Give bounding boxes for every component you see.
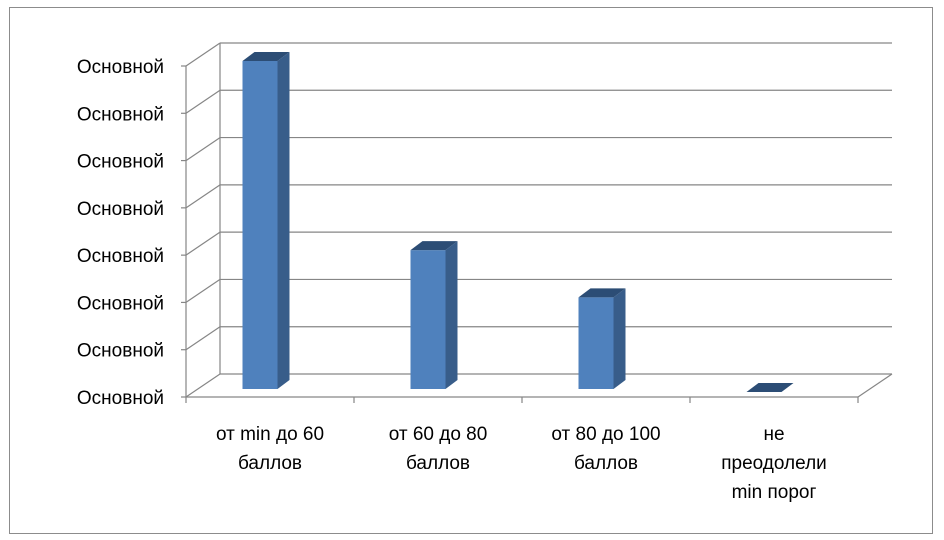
bar-front — [578, 297, 614, 389]
bar-side — [277, 52, 290, 389]
side-wall-gridline — [185, 231, 221, 256]
bar — [242, 52, 290, 389]
side-wall-gridline — [185, 373, 221, 398]
x-category-label-line: от 60 до 80 — [389, 424, 488, 445]
label-layer: Основной Основной Основной Основной Основной… — [77, 57, 827, 503]
y-tick-label: Основной — [77, 57, 164, 78]
chart-frame — [9, 7, 933, 534]
bar-front — [242, 61, 278, 389]
x-category-label-line: от 80 до 100 — [551, 424, 660, 445]
bar-side — [613, 288, 626, 389]
side-wall-gridline — [185, 137, 221, 162]
y-tick-label: Основной — [77, 246, 164, 267]
bar — [746, 383, 794, 392]
bar-top — [410, 241, 458, 251]
x-category-label-line: от min до 60 — [216, 424, 324, 445]
side-wall-gridline — [185, 42, 221, 67]
y-tick-label: Основной — [77, 199, 164, 220]
side-wall-gridline — [185, 184, 221, 209]
x-category-label-line: не — [763, 424, 784, 445]
x-category-label: от 80 до 100 баллов — [551, 424, 660, 474]
x-category-label-line: преодолели — [721, 453, 827, 474]
bar-top — [578, 288, 626, 298]
x-category-label: от min до 60 баллов — [216, 424, 324, 474]
x-category-label-line: баллов — [238, 453, 302, 474]
y-tick-label: Основной — [77, 104, 164, 125]
x-category-label-line: баллов — [574, 453, 638, 474]
x-category-label: не преодолели min порог — [721, 424, 827, 503]
bar-front — [410, 250, 446, 389]
y-tick-label: Основной — [77, 152, 164, 173]
side-wall-gridline — [185, 278, 221, 303]
bar-side — [445, 241, 458, 389]
side-wall-gridline — [185, 326, 221, 351]
y-tick-label: Основной — [77, 341, 164, 362]
y-tick-label: Основной — [77, 388, 164, 409]
grid-layer — [181, 42, 893, 403]
bar — [578, 288, 626, 389]
bar-layer — [242, 52, 794, 392]
bar-top — [242, 52, 290, 61]
x-category-label-line: min порог — [732, 482, 817, 503]
y-tick-label: Основной — [77, 293, 164, 314]
side-wall-gridline — [185, 89, 221, 114]
bar-top — [746, 383, 794, 392]
bar — [410, 241, 458, 389]
x-category-label-line: баллов — [406, 453, 470, 474]
x-category-label: от 60 до 80 баллов — [389, 424, 488, 474]
floor-right-edge — [857, 373, 893, 398]
